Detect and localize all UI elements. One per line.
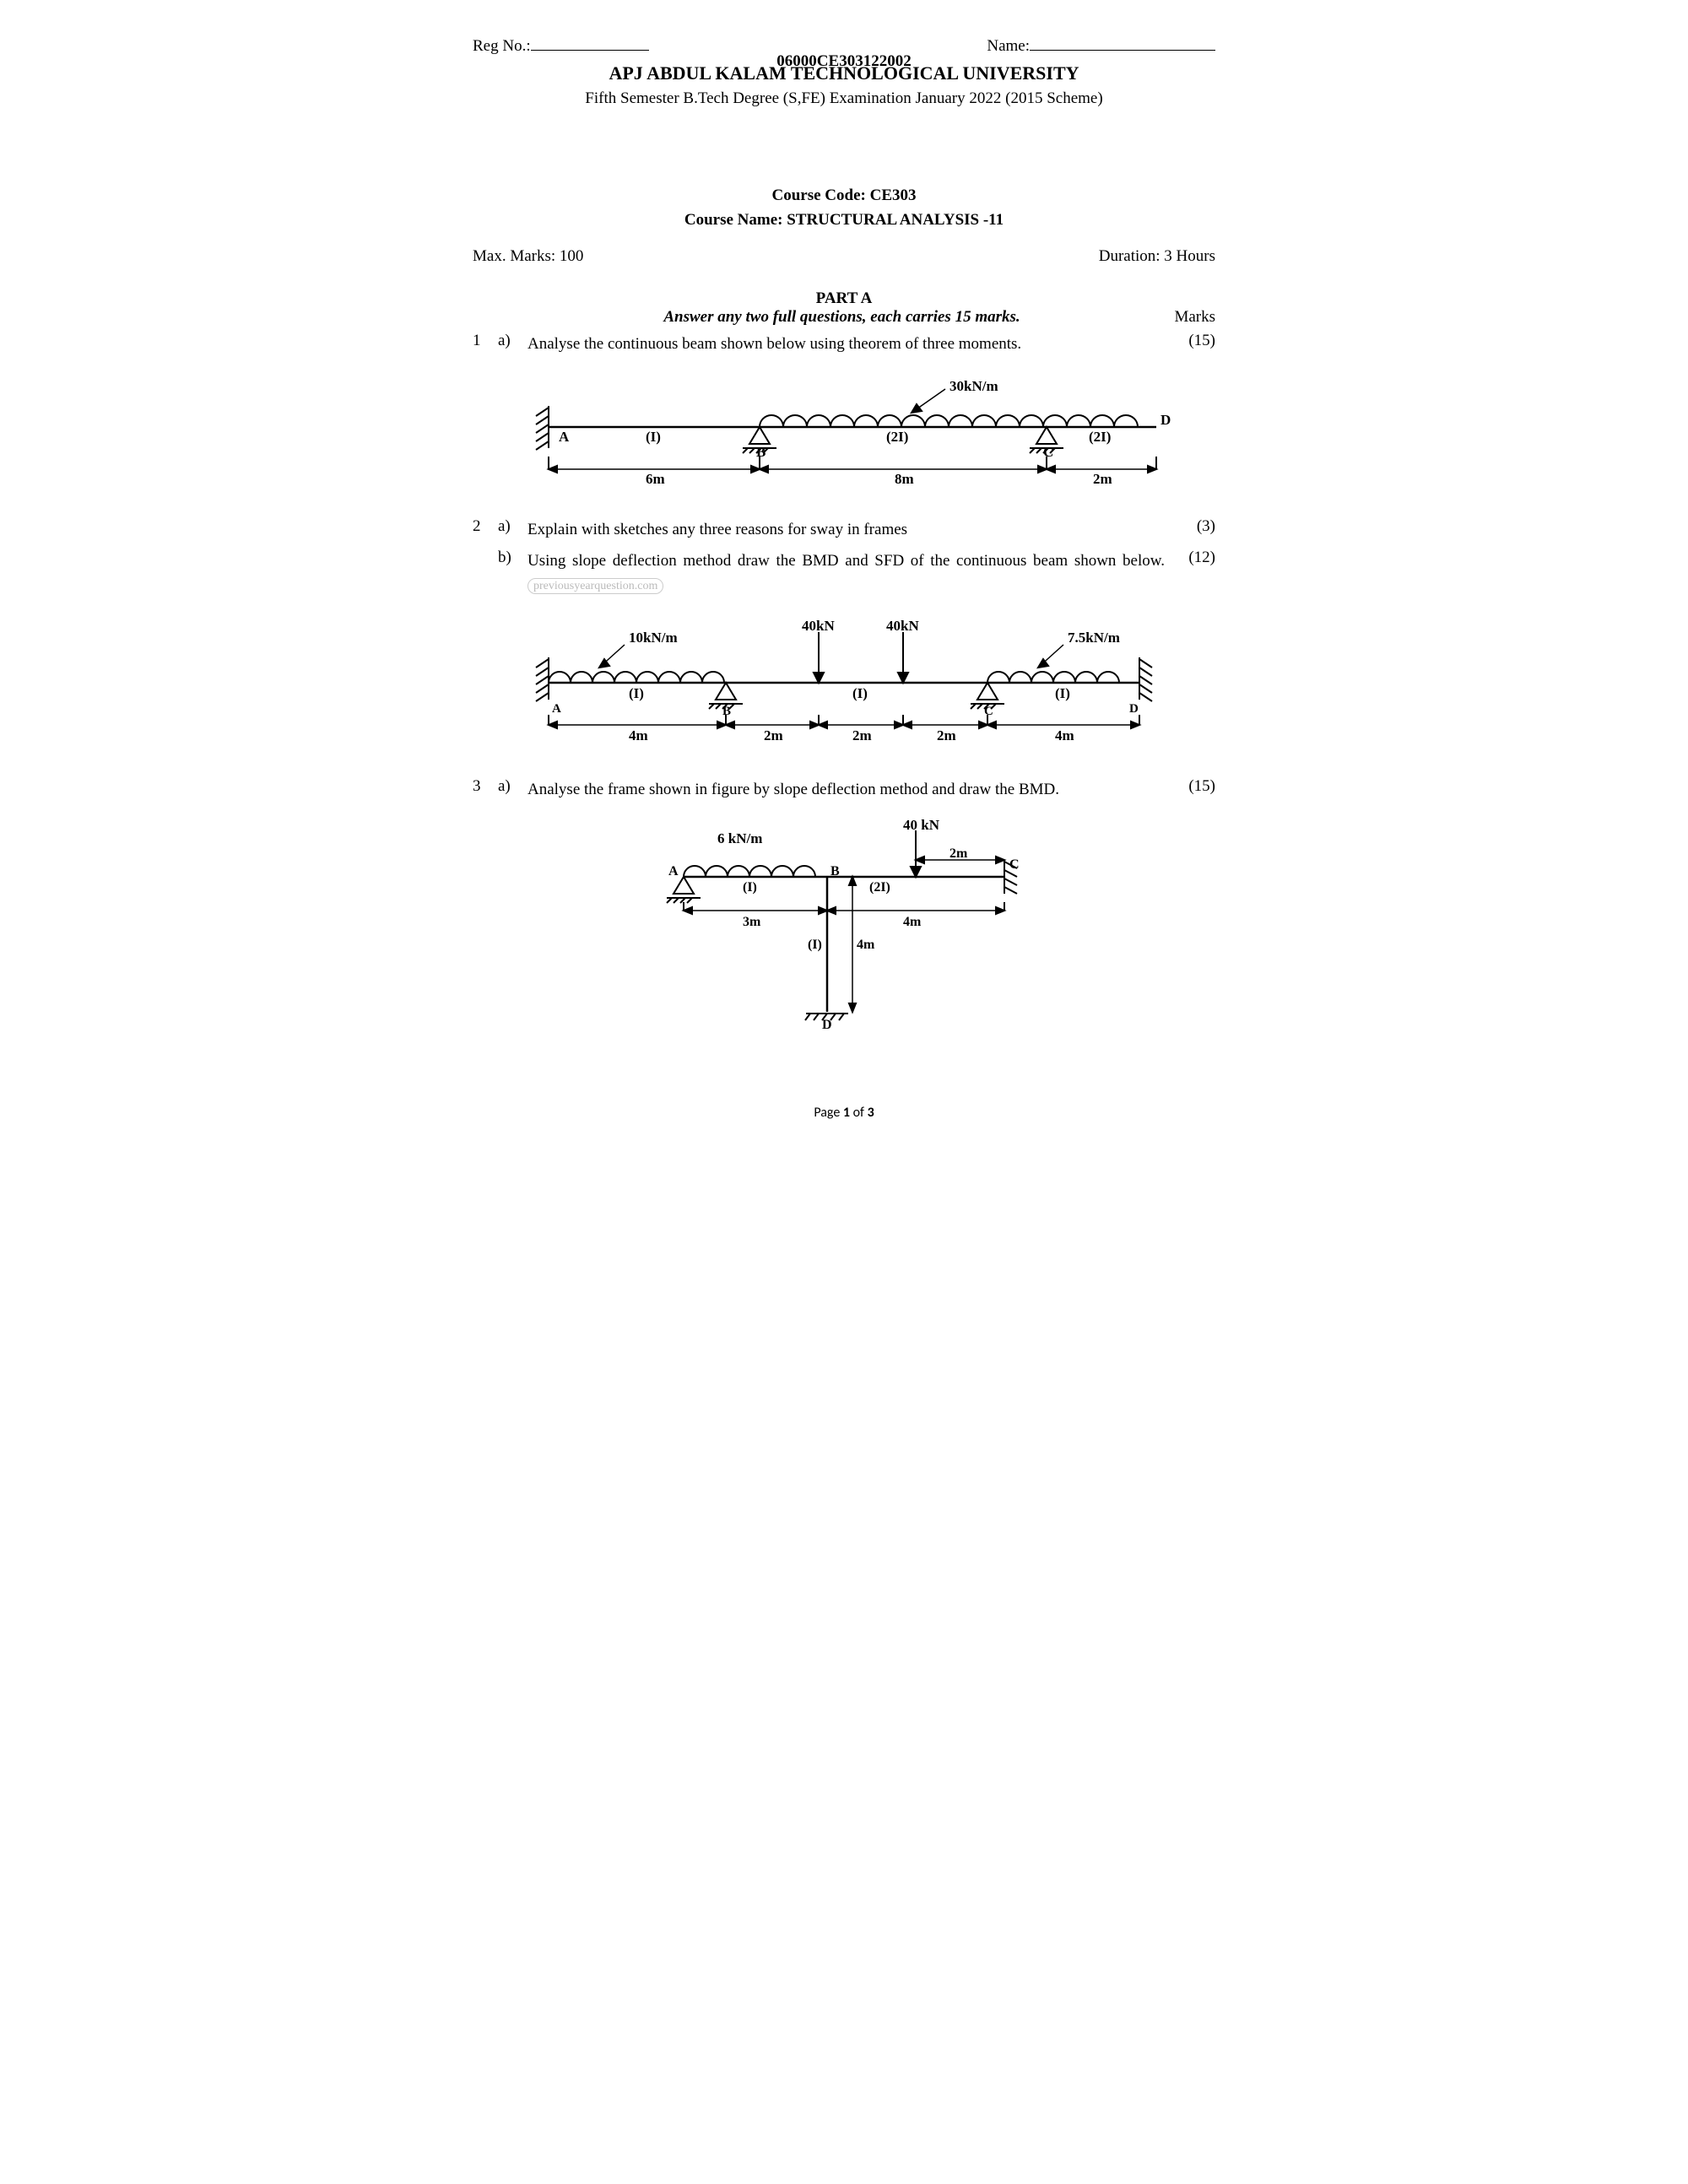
course-name: Course Name: STRUCTURAL ANALYSIS -11	[473, 208, 1215, 233]
q2b-text-span: Using slope deflection method draw the B…	[528, 552, 1165, 570]
fig1-load: 30kN/m	[950, 378, 998, 394]
fig2-node-d: D	[1129, 702, 1139, 716]
marks-duration-row: Max. Marks: 100 Duration: 3 Hours	[473, 247, 1215, 266]
fig3-node-a: A	[668, 864, 679, 878]
name-field: Name:	[987, 34, 1215, 56]
question-2b: b) Using slope deflection method draw th…	[473, 549, 1215, 600]
reg-no-field: Reg No.:	[473, 34, 649, 56]
figure-2-beam: 10kN/m 40kN 40kN 7.5kN/m A B C D (I) (I)…	[515, 615, 1173, 759]
fig2-node-b: B	[722, 705, 731, 718]
fig2-dim-2: 2m	[764, 727, 783, 743]
question-3a: 3 a) Analyse the frame shown in figure b…	[473, 777, 1215, 803]
course-block: Course Code: CE303 Course Name: STRUCTUR…	[473, 184, 1215, 232]
question-2a: 2 a) Explain with sketches any three rea…	[473, 517, 1215, 543]
fig3-span-bd: (I)	[808, 938, 822, 952]
fig1-node-d: D	[1160, 412, 1171, 428]
name-label: Name:	[987, 37, 1030, 55]
fig2-span-1: (I)	[629, 685, 644, 701]
fig3-span-bc: (2I)	[869, 880, 890, 895]
fig3-dim-p: 2m	[950, 846, 968, 861]
part-a-title: PART A	[473, 289, 1215, 308]
fig3-dim-ab: 3m	[743, 915, 761, 929]
name-blank	[1030, 34, 1215, 51]
exam-subtitle: Fifth Semester B.Tech Degree (S,FE) Exam…	[473, 89, 1215, 108]
fig1-dim-3: 2m	[1093, 471, 1112, 487]
fig2-span-3: (I)	[1055, 685, 1070, 701]
fig1-span-2: (2I)	[886, 429, 908, 445]
fig3-dim-bd: 4m	[857, 938, 875, 952]
q3-text: Analyse the frame shown in figure by slo…	[528, 777, 1165, 803]
q3-marks: (15)	[1173, 777, 1215, 796]
q2a-sub: a)	[498, 517, 519, 536]
watermark-badge: previousyearquestion.com	[528, 578, 663, 594]
footer-page-a: Page	[814, 1105, 843, 1121]
question-1a: 1 a) Analyse the continuous beam shown b…	[473, 332, 1215, 357]
q1-num: 1	[473, 332, 490, 350]
fig2-p1: 40kN	[802, 618, 835, 634]
fig2-udl1: 10kN/m	[629, 630, 678, 646]
fig2-dim-1: 4m	[629, 727, 648, 743]
fig3-node-d: D	[822, 1018, 832, 1032]
q1-sub: a)	[498, 332, 519, 350]
fig2-dim-4: 2m	[937, 727, 956, 743]
fig3-udl: 6 kN/m	[717, 830, 762, 846]
fig1-span-1: (I)	[646, 429, 661, 445]
fig2-node-c: C	[984, 705, 993, 718]
figure-3-frame: A B C D 6 kN/m 40 kN (I) (2I) (I) 3m 4m …	[633, 818, 1055, 1054]
q2a-marks: (3)	[1173, 517, 1215, 536]
q2b-sub: b)	[498, 549, 519, 567]
fig2-p2: 40kN	[886, 618, 919, 634]
fig3-node-c: C	[1009, 857, 1020, 872]
figure-1-beam: A B C D (I) (2I) (2I) 6m 8m 2m 30kN/m	[515, 372, 1173, 499]
instruction-row: Answer any two full questions, each carr…	[473, 308, 1215, 327]
marks-header: Marks	[1165, 308, 1215, 327]
fig3-span-ab: (I)	[743, 880, 757, 895]
fig2-udl2: 7.5kN/m	[1068, 630, 1120, 646]
course-code: Course Code: CE303	[473, 184, 1215, 208]
reg-no-blank	[531, 34, 649, 51]
fig1-node-a: A	[559, 429, 570, 445]
fig2-dim-5: 4m	[1055, 727, 1074, 743]
fig2-node-a: A	[552, 702, 561, 716]
q3-num: 3	[473, 777, 490, 796]
fig1-node-c: C	[1043, 444, 1053, 460]
fig1-span-3: (2I)	[1089, 429, 1111, 445]
fig3-node-b: B	[830, 864, 840, 878]
q2b-marks: (12)	[1173, 549, 1215, 567]
q2-num: 2	[473, 517, 490, 536]
fig2-dim-3: 2m	[852, 727, 872, 743]
max-marks: Max. Marks: 100	[473, 247, 583, 266]
fig3-p: 40 kN	[903, 818, 940, 833]
q3-sub: a)	[498, 777, 519, 796]
q1-text: Analyse the continuous beam shown below …	[528, 332, 1165, 357]
reg-no-label: Reg No.:	[473, 37, 531, 55]
fig1-dim-2: 8m	[895, 471, 914, 487]
page-footer: Page 1 of 3	[473, 1105, 1215, 1121]
university-name: APJ ABDUL KALAM TECHNOLOGICAL UNIVERSITY	[473, 62, 1215, 84]
q2a-text: Explain with sketches any three reasons …	[528, 517, 1165, 543]
footer-page-total: 3	[868, 1105, 874, 1121]
duration: Duration: 3 Hours	[1099, 247, 1215, 266]
footer-page-b: of	[850, 1105, 868, 1121]
q1-marks: (15)	[1173, 332, 1215, 350]
fig1-node-b: B	[756, 444, 766, 460]
q2b-text: Using slope deflection method draw the B…	[528, 549, 1165, 600]
part-a-instruction: Answer any two full questions, each carr…	[519, 308, 1165, 327]
fig2-span-2: (I)	[852, 685, 868, 701]
fig3-dim-bc: 4m	[903, 915, 922, 929]
fig1-dim-1: 6m	[646, 471, 665, 487]
footer-page-num: 1	[843, 1105, 850, 1121]
